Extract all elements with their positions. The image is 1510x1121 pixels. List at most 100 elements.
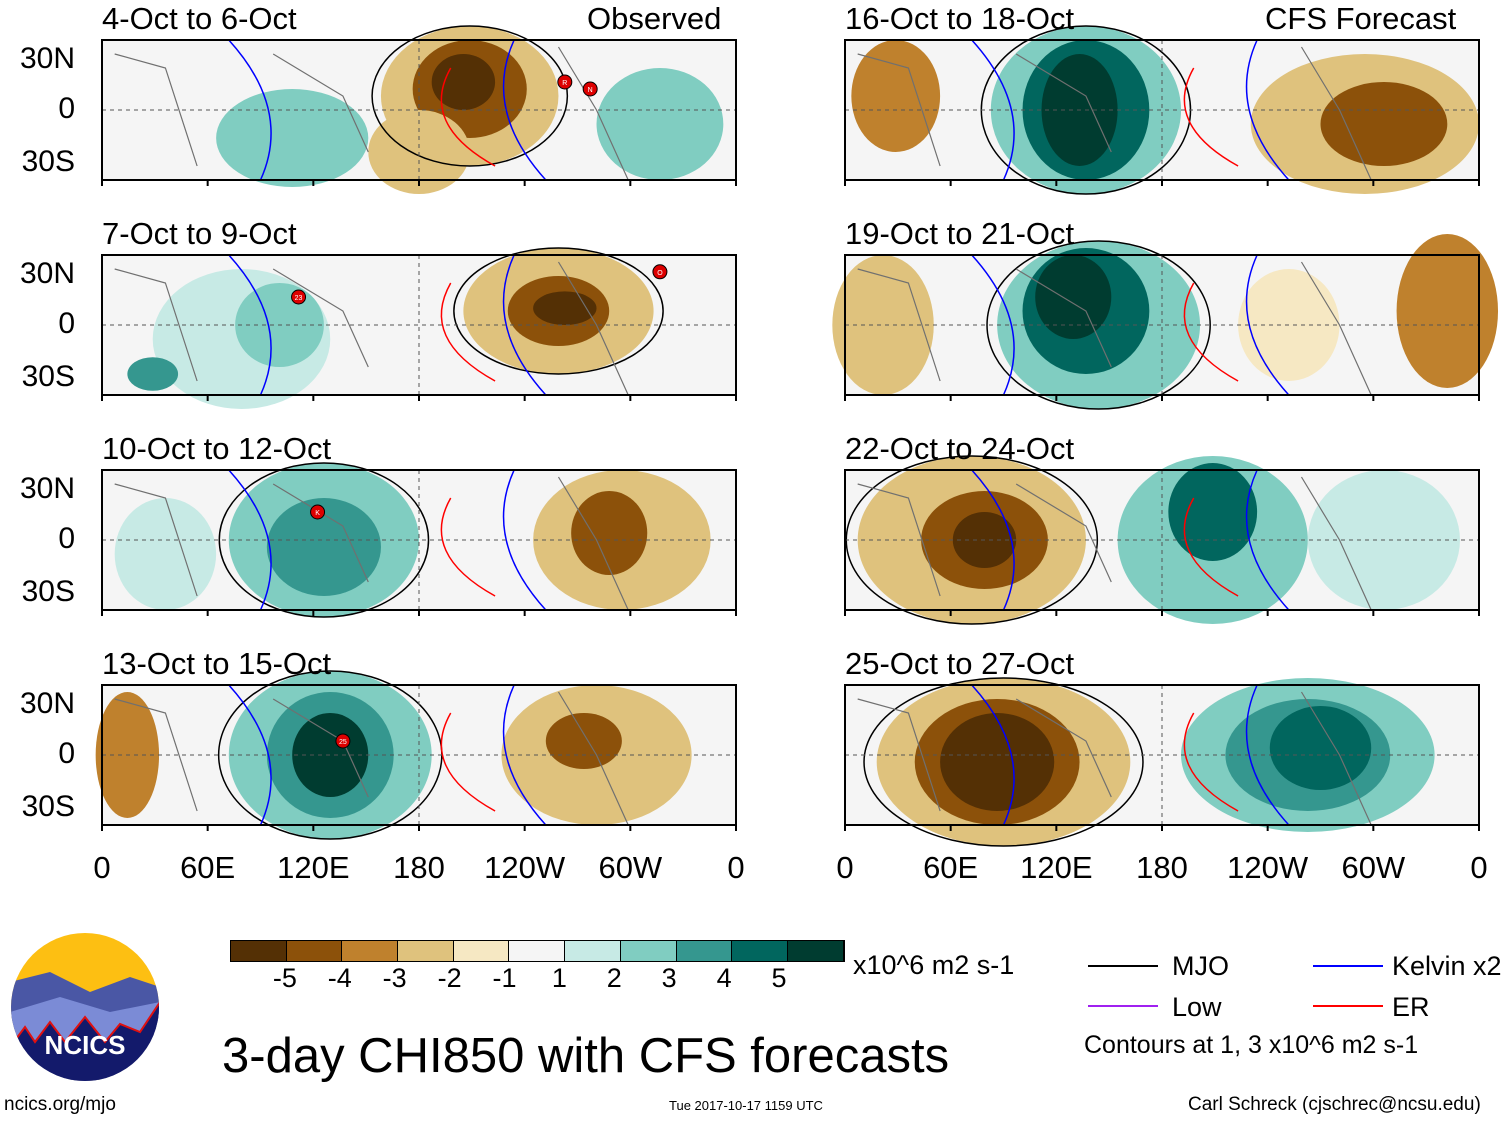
legend-kelvin: Kelvin x2 <box>1392 951 1502 981</box>
anomaly-region <box>571 491 648 575</box>
anomaly-region <box>596 68 724 180</box>
lat-label: 30S <box>21 145 75 178</box>
panel-title: 4-Oct to 6-Oct <box>102 1 297 36</box>
footer-timestamp: Tue 2017-10-17 1159 UTC <box>669 1098 823 1113</box>
panel-title: 16-Oct to 18-Oct <box>845 1 1075 36</box>
map-panel <box>832 234 1499 410</box>
coastlines <box>114 476 629 611</box>
lon-label: 0 <box>1470 850 1488 885</box>
anomaly-region <box>1035 255 1112 339</box>
mjo-contour <box>986 240 1211 410</box>
lon-label: 180 <box>393 850 445 885</box>
anomaly-region <box>851 40 941 152</box>
lon-label: 120E <box>277 850 350 885</box>
colorbar-swatch <box>286 941 343 961</box>
kelvin-contour <box>971 469 1290 611</box>
anomaly-region <box>1320 82 1448 166</box>
storm-marker <box>335 733 351 749</box>
map-panel: K <box>101 462 737 618</box>
anomaly-region <box>1269 706 1372 790</box>
colorbar-swatch <box>453 941 510 961</box>
lat-label: 30N <box>19 42 75 75</box>
colorbar-swatch <box>620 941 677 961</box>
legend-low: Low <box>1172 992 1222 1022</box>
kelvin-contour <box>228 684 547 826</box>
anomaly-region <box>1168 463 1258 561</box>
er-contour <box>440 497 496 597</box>
lon-label: 0 <box>727 850 745 885</box>
coastlines <box>114 261 629 396</box>
colorbar-swatch <box>342 941 399 961</box>
coastlines <box>114 46 629 181</box>
logo-text: NCICS <box>45 1030 126 1060</box>
coastlines <box>857 476 1372 611</box>
colorbar-label: -1 <box>492 963 517 993</box>
lat-label: 0 <box>58 737 75 770</box>
lon-label: 120W <box>484 850 566 885</box>
kelvin-contour <box>228 254 547 396</box>
kelvin-line-swatch <box>1313 965 1383 967</box>
kelvin-contour <box>971 684 1290 826</box>
anomaly-region <box>114 498 217 610</box>
legend-mjo: MJO <box>1172 951 1229 981</box>
lon-label: 60W <box>1341 850 1406 885</box>
lat-label: 30N <box>19 472 75 505</box>
lat-label: 0 <box>58 92 75 125</box>
lat-label: 30N <box>19 687 75 720</box>
map-panel: RN <box>101 25 737 194</box>
map-panel <box>844 25 1480 195</box>
colorbar-label: 5 <box>771 963 787 993</box>
storm-label: K <box>315 510 320 517</box>
footer-url[interactable]: ncics.org/mjo <box>4 1094 116 1115</box>
anomaly-region <box>127 357 179 391</box>
coastlines <box>857 691 1372 826</box>
kelvin-contour <box>971 39 1290 181</box>
contours-note: Contours at 1, 3 x10^6 m2 s-1 <box>1084 1031 1419 1059</box>
er-contour <box>1183 67 1239 167</box>
map-panel: 25 <box>95 670 737 840</box>
lon-label: 180 <box>1136 850 1188 885</box>
er-contour <box>1183 282 1239 382</box>
lat-label: 30S <box>21 360 75 393</box>
anomaly-region <box>545 713 622 769</box>
colorbar-label: 4 <box>716 963 732 993</box>
colorbar-label: -5 <box>272 963 297 993</box>
colorbar-swatch <box>398 941 454 961</box>
kelvin-contour <box>228 39 547 181</box>
lat-label: 0 <box>58 307 75 340</box>
observed-label: Observed <box>587 1 722 36</box>
colorbar-swatch <box>565 941 621 961</box>
colorbar-label: -2 <box>437 963 462 993</box>
er-contour <box>1183 497 1239 597</box>
legend-er: ER <box>1392 992 1430 1022</box>
figure-title: 3-day CHI850 with CFS forecasts <box>222 1029 950 1083</box>
panel-title: 7-Oct to 9-Oct <box>102 216 297 251</box>
mjo-contour <box>863 677 1144 847</box>
lon-label: 60E <box>180 850 236 885</box>
lat-label: 0 <box>58 522 75 555</box>
er-line-swatch <box>1313 1005 1383 1007</box>
lon-label: 120W <box>1227 850 1309 885</box>
colorbar-label: -3 <box>382 963 407 993</box>
storm-label: R <box>562 80 567 87</box>
mjo-contour <box>218 462 430 618</box>
colorbar-label: 3 <box>661 963 677 993</box>
lon-label: 0 <box>93 850 111 885</box>
colorbar-swatch <box>231 941 287 961</box>
low-line-swatch <box>1088 1005 1158 1007</box>
panel-title: 25-Oct to 27-Oct <box>845 646 1075 681</box>
storm-label: N <box>588 87 593 94</box>
colorbar-label: 2 <box>606 963 622 993</box>
storm-marker <box>652 264 668 280</box>
lat-label: 30N <box>19 257 75 290</box>
panel-title: 10-Oct to 12-Oct <box>102 431 332 466</box>
anomaly-region <box>1396 234 1499 388</box>
lon-label: 0 <box>836 850 854 885</box>
colorbar-units: x10^6 m2 s-1 <box>853 950 1015 980</box>
anomaly-region <box>940 713 1055 811</box>
anomaly-region <box>832 255 934 395</box>
lon-label: 60E <box>923 850 979 885</box>
storm-label: 23 <box>295 295 303 302</box>
storm-marker <box>291 289 307 305</box>
